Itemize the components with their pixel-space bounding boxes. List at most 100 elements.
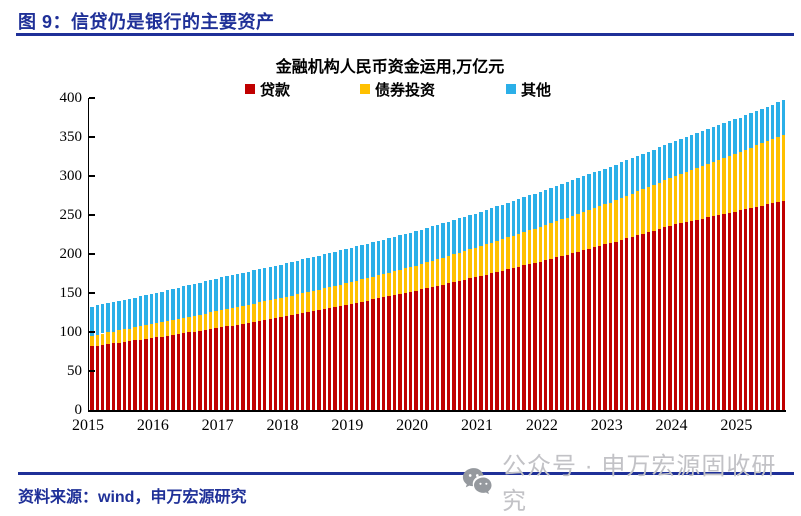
bar-segment — [517, 266, 521, 410]
footer-divider — [18, 472, 794, 475]
bar-month — [511, 200, 516, 410]
bar-month — [673, 140, 678, 410]
bar-segment — [435, 259, 440, 286]
bar-segment — [457, 218, 461, 253]
bar-segment — [565, 182, 570, 218]
bar-segment — [446, 221, 451, 256]
x-axis-year-label: 2016 — [136, 417, 169, 434]
bar-segment — [689, 134, 694, 170]
bar-month — [408, 232, 413, 410]
bar-month — [652, 149, 656, 410]
bar-month — [587, 174, 591, 410]
bar-segment — [203, 281, 208, 314]
bar-segment — [252, 303, 256, 322]
bar-segment — [192, 315, 197, 332]
bar-segment — [268, 319, 272, 410]
bar-segment — [101, 333, 105, 345]
bar-segment — [511, 268, 516, 410]
bar-segment — [765, 141, 769, 205]
bar-month — [252, 270, 256, 410]
bar-segment — [538, 226, 543, 262]
bar-segment — [441, 284, 445, 410]
bar-month — [435, 224, 440, 410]
bar-segment — [625, 160, 629, 196]
bar-segment — [138, 339, 143, 410]
bar-segment — [684, 222, 688, 410]
bar-segment — [565, 254, 570, 410]
legend-item-bonds: 债券投资 — [360, 81, 435, 99]
bar-segment — [349, 247, 353, 283]
bar-month — [106, 303, 110, 410]
bar-segment — [403, 234, 407, 269]
watermark-text: 公众号 · 申万宏源固收研究 — [502, 453, 777, 515]
bar-segment — [749, 113, 753, 148]
bar-segment — [214, 311, 218, 329]
bar-segment — [430, 260, 434, 287]
bar-segment — [689, 220, 694, 410]
bar-segment — [495, 240, 499, 272]
bar-month — [641, 153, 645, 410]
bar-segment — [176, 319, 181, 335]
bar-segment — [182, 286, 186, 318]
x-axis-year-label: 2020 — [396, 417, 429, 434]
bar-segment — [176, 287, 181, 320]
bar-segment — [360, 301, 364, 410]
bar-segment — [333, 307, 337, 410]
bar-month — [522, 197, 526, 410]
bar-month — [760, 108, 764, 410]
y-axis-tick — [89, 331, 95, 333]
bar-month — [533, 193, 537, 410]
bar-segment — [668, 178, 672, 226]
bar-segment — [463, 279, 467, 410]
bar-segment — [727, 121, 732, 156]
bar-month — [662, 145, 667, 410]
bar-segment — [106, 303, 110, 333]
bar-segment — [668, 143, 672, 179]
bar-segment — [571, 253, 575, 410]
bar-segment — [144, 338, 148, 410]
bar-month — [371, 242, 375, 410]
bar-segment — [495, 271, 499, 410]
bar-segment — [479, 246, 483, 276]
bar-segment — [155, 323, 159, 338]
bar-segment — [652, 230, 656, 410]
bar-segment — [203, 329, 208, 410]
bar-segment — [473, 247, 478, 278]
bar-month — [317, 255, 321, 410]
bar-segment — [182, 317, 186, 334]
bar-month — [144, 295, 148, 410]
bar-segment — [587, 174, 591, 211]
bar-segment — [300, 293, 305, 314]
bar-segment — [246, 304, 251, 323]
bar-segment — [527, 230, 532, 265]
legend-label-loans: 贷款 — [260, 81, 291, 99]
bar-segment — [463, 216, 467, 252]
bar-segment — [176, 334, 181, 410]
bar-segment — [198, 314, 202, 331]
bar-segment — [484, 210, 489, 245]
bar-segment — [662, 180, 667, 228]
bar-month — [635, 155, 640, 410]
bar-segment — [376, 240, 380, 276]
bar-month — [689, 134, 694, 410]
y-axis-tick-label: 350 — [59, 129, 83, 145]
bar-month — [101, 304, 105, 410]
y-axis-tick — [89, 97, 95, 99]
bar-month — [171, 289, 175, 410]
bar-segment — [500, 270, 505, 410]
bar-segment — [419, 289, 424, 410]
bar-segment — [279, 264, 283, 298]
bar-segment — [614, 164, 618, 201]
bar-segment — [657, 147, 661, 183]
bar-segment — [689, 169, 694, 221]
bar-month — [387, 238, 391, 410]
bar-month — [598, 170, 602, 410]
bar-segment — [263, 268, 267, 302]
bar-segment — [230, 325, 235, 410]
bar-segment — [679, 223, 683, 410]
bar-month — [225, 276, 229, 410]
bar-segment — [257, 269, 262, 303]
bar-segment — [511, 200, 516, 236]
bar-segment — [257, 320, 262, 410]
bar-segment — [122, 341, 126, 410]
